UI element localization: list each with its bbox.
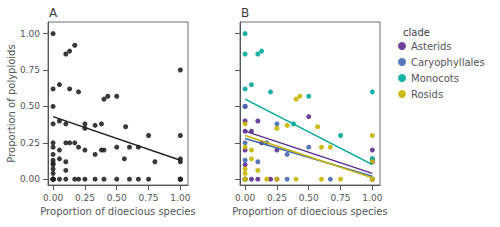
svg-text:0.25: 0.25 — [267, 193, 287, 203]
svg-text:clade: clade — [403, 27, 430, 38]
svg-text:0.75: 0.75 — [20, 65, 40, 75]
svg-text:A: A — [49, 6, 58, 20]
svg-text:0.50: 0.50 — [20, 101, 40, 111]
svg-text:1.00: 1.00 — [170, 193, 190, 203]
svg-text:0.75: 0.75 — [139, 193, 159, 203]
svg-text:0.00: 0.00 — [43, 193, 63, 203]
svg-text:1.00: 1.00 — [20, 29, 40, 39]
svg-text:Asterids: Asterids — [411, 41, 452, 52]
svg-text:0.50: 0.50 — [107, 193, 127, 203]
svg-text:Proportion of dioecious specie: Proportion of dioecious species — [40, 206, 195, 217]
svg-text:Caryophyllales: Caryophyllales — [411, 57, 485, 68]
svg-text:Monocots: Monocots — [411, 73, 459, 84]
svg-text:1.00: 1.00 — [362, 193, 382, 203]
svg-text:Rosids: Rosids — [411, 89, 443, 100]
svg-text:0.00: 0.00 — [20, 174, 40, 184]
svg-text:0.25: 0.25 — [75, 193, 95, 203]
svg-text:0.00: 0.00 — [235, 193, 255, 203]
svg-text:0.25: 0.25 — [20, 138, 40, 148]
svg-text:0.75: 0.75 — [331, 193, 351, 203]
svg-text:B: B — [241, 6, 249, 20]
svg-text:Proportion of polyploids: Proportion of polyploids — [6, 44, 17, 162]
svg-text:Proportion of dioecious specie: Proportion of dioecious species — [232, 206, 387, 217]
svg-text:0.50: 0.50 — [299, 193, 319, 203]
